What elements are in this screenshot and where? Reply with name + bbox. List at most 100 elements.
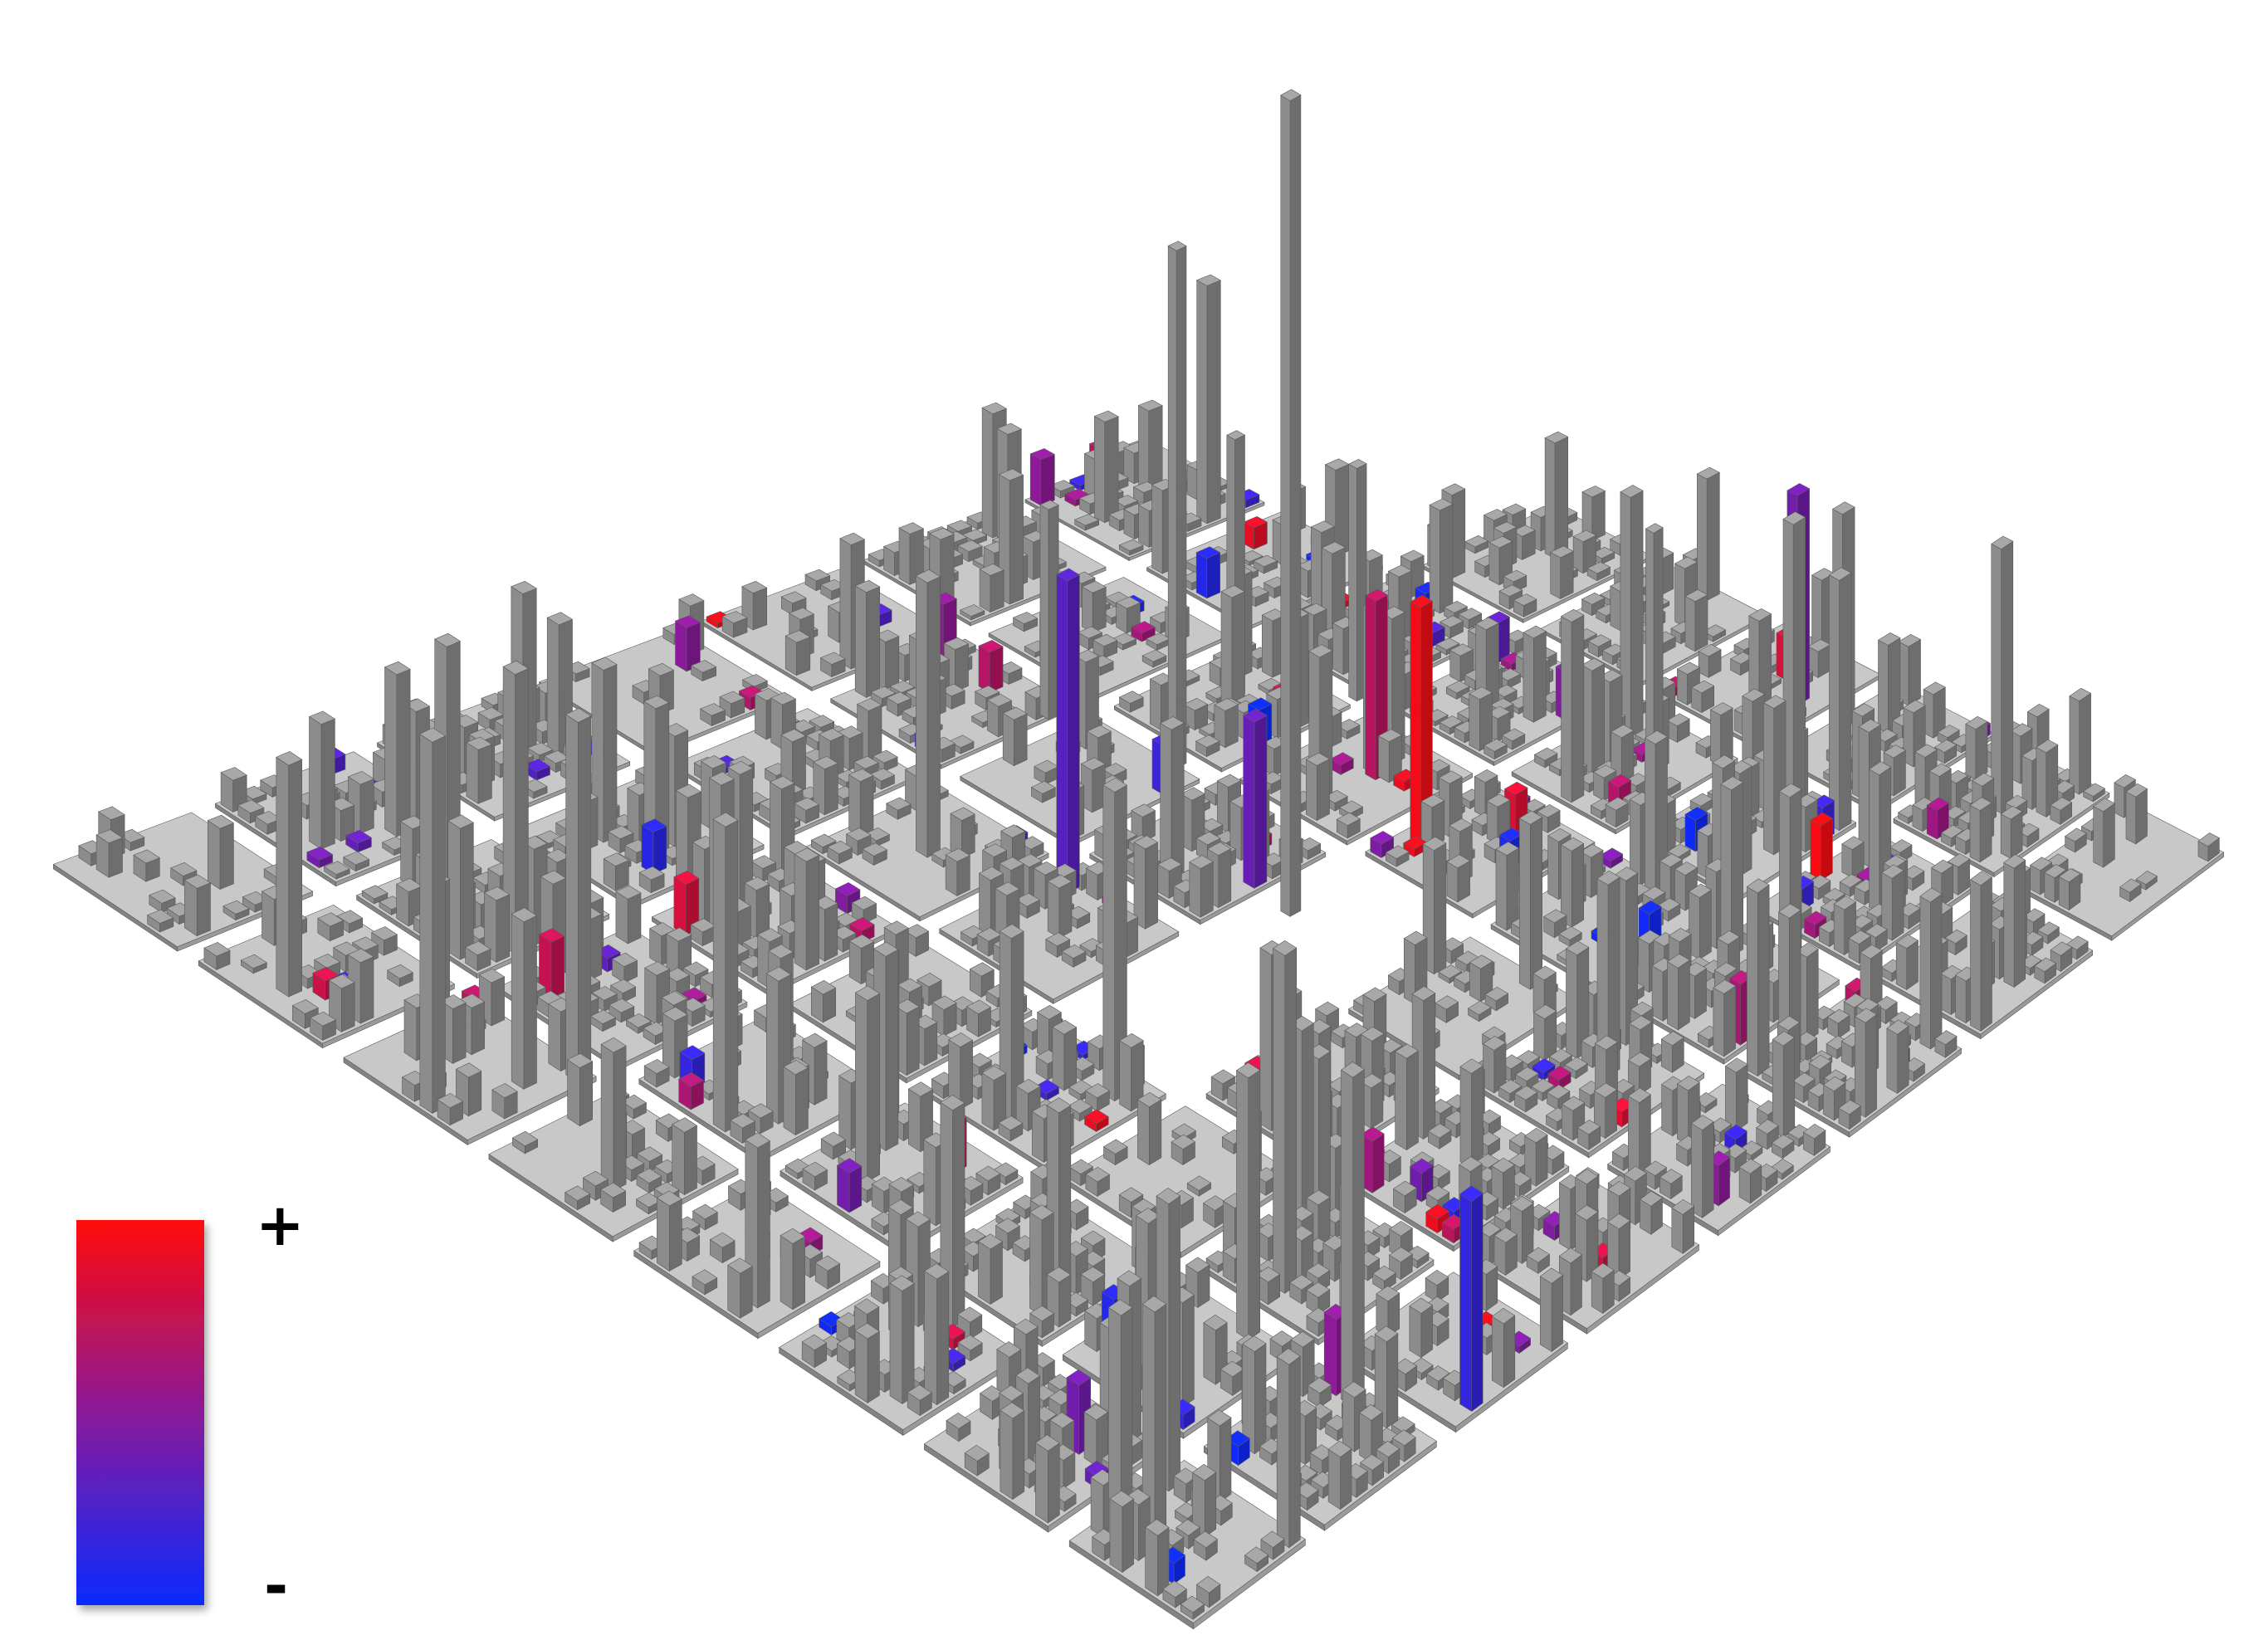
building [1336, 812, 1361, 839]
building [2069, 687, 2092, 795]
building [1467, 1000, 1492, 1023]
building [1581, 486, 1606, 541]
building [1738, 1158, 1762, 1204]
building [1191, 1463, 1217, 1538]
building [1395, 1043, 1420, 1151]
building [1207, 1409, 1232, 1503]
building [222, 900, 250, 921]
building [1513, 593, 1537, 617]
building [1605, 797, 1629, 828]
building [1802, 1123, 1826, 1156]
building [1565, 940, 1590, 1059]
building [464, 940, 491, 972]
colored-building [1034, 1079, 1060, 1101]
building [1483, 738, 1508, 760]
building [691, 660, 717, 682]
building [207, 814, 235, 891]
building [1501, 728, 1526, 750]
building [1306, 1281, 1331, 1315]
building [1518, 810, 1543, 990]
building [1543, 909, 1567, 939]
building [609, 998, 635, 1023]
building [1180, 1595, 1205, 1620]
colored-building [1810, 812, 1833, 881]
building [1877, 632, 1901, 735]
colored-building [1243, 708, 1268, 889]
building [1093, 410, 1119, 524]
building [527, 742, 554, 763]
building [371, 926, 398, 956]
colored-building [678, 1071, 705, 1110]
building [1133, 835, 1159, 930]
building [565, 1185, 591, 1211]
building [1242, 1335, 1267, 1455]
building [907, 1384, 932, 1417]
colored-building [1056, 568, 1080, 894]
building [945, 847, 970, 897]
building [1073, 514, 1100, 531]
building [1118, 539, 1144, 556]
colored-building [1547, 1065, 1571, 1091]
building [1526, 1247, 1551, 1274]
building [924, 1263, 950, 1406]
building [1131, 803, 1156, 843]
building [700, 703, 726, 727]
building [1627, 1052, 1652, 1096]
building [1581, 657, 1606, 775]
building [721, 611, 748, 638]
building [950, 807, 975, 859]
building [1639, 1190, 1664, 1235]
building [827, 840, 853, 865]
building [1185, 1257, 1210, 1309]
building [1772, 1031, 1796, 1139]
building [1691, 680, 1715, 714]
building [1523, 625, 1547, 723]
building [957, 1335, 983, 1362]
colored-building [1243, 515, 1268, 550]
building [2119, 878, 2142, 902]
building [1034, 1434, 1060, 1524]
colored-building [836, 1158, 863, 1213]
building [889, 1275, 915, 1405]
building [1586, 561, 1611, 582]
building [981, 1065, 1007, 1131]
building [386, 964, 413, 988]
building [2083, 783, 2105, 803]
building [672, 1117, 698, 1196]
colored-building [674, 615, 701, 672]
building [343, 851, 370, 872]
building [1969, 797, 1992, 863]
building [1446, 854, 1471, 903]
building [1854, 1008, 1878, 1118]
building [1029, 1204, 1054, 1317]
building [437, 1092, 464, 1126]
building [1273, 940, 1298, 1294]
building [611, 952, 638, 984]
building [810, 979, 837, 1023]
building [502, 660, 530, 954]
building [1195, 1575, 1221, 1608]
building [478, 968, 506, 1027]
building [317, 912, 345, 942]
building [886, 797, 912, 820]
building [809, 715, 835, 734]
building [1012, 612, 1039, 632]
colored-building [978, 640, 1004, 694]
building [1085, 1166, 1111, 1197]
building [1260, 1530, 1285, 1560]
building [1327, 1440, 1352, 1511]
building [1558, 925, 1582, 948]
building [1698, 643, 1722, 678]
building [1593, 1082, 1618, 1140]
building [1576, 1120, 1601, 1150]
building [567, 1052, 594, 1127]
building [1307, 1377, 1332, 1408]
building [1587, 634, 1612, 658]
colored-building [641, 818, 667, 875]
building [1047, 874, 1073, 939]
building [237, 799, 265, 824]
building [146, 909, 174, 933]
building [709, 1232, 736, 1264]
colored-building [1410, 594, 1434, 847]
building [1564, 1057, 1588, 1080]
